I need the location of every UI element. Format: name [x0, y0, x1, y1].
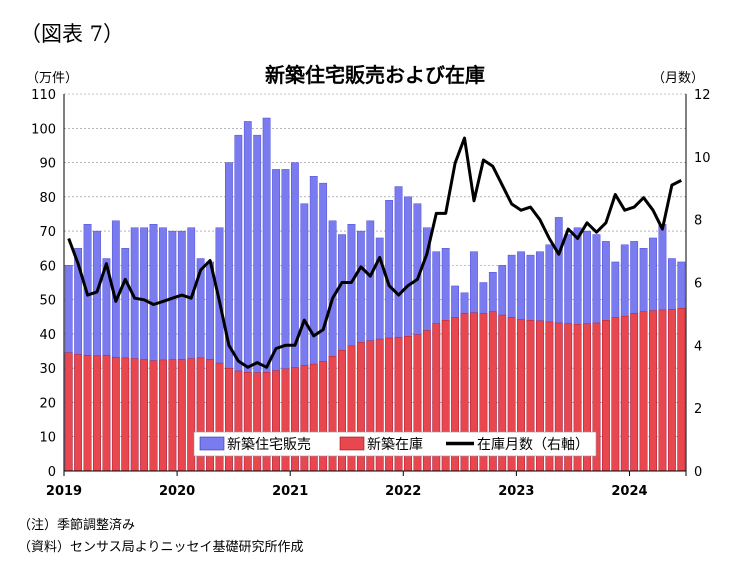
y-left-tick-label: 50	[39, 294, 56, 309]
inventory-bar	[121, 357, 130, 472]
bar-layer	[64, 117, 686, 472]
right-axis-unit: （月数）	[652, 71, 704, 86]
legend-label-months: 在庫月数（右軸）	[477, 436, 589, 453]
y-left-tick-label: 30	[39, 362, 56, 377]
note-source: （資料）センサス局よりニッセイ基礎研究所作成	[18, 540, 304, 555]
inventory-bar	[658, 309, 667, 472]
inventory-bar	[159, 359, 167, 472]
inventory-bar	[93, 355, 101, 472]
x-tick-label: 2021	[272, 484, 308, 499]
y-left-tick-label: 90	[39, 157, 56, 172]
legend: 新築住宅販売 新築在庫 在庫月数（右軸）	[193, 431, 597, 457]
x-tick-label: 2022	[385, 484, 421, 499]
inventory-bar	[677, 308, 686, 472]
inventory-bar	[649, 310, 657, 472]
note-seasonal: （注）季節調整済み	[18, 518, 136, 533]
inventory-bar	[149, 360, 158, 472]
inventory-bar	[74, 354, 83, 472]
legend-box	[193, 431, 597, 457]
chart-title: 新築住宅販売および在庫	[265, 63, 485, 87]
y-left-tick-label: 110	[31, 88, 56, 103]
y-left-tick-label: 70	[39, 225, 56, 240]
inventory-bar	[140, 359, 148, 472]
y-left-tick-label: 60	[39, 259, 56, 274]
inventory-bar	[611, 317, 620, 472]
y-right-tick-label: 6	[694, 277, 702, 292]
y-left-tick-label: 10	[39, 431, 56, 446]
x-tick-label: 2020	[159, 484, 195, 499]
y-left-tick-label: 40	[39, 328, 56, 343]
line-layer	[67, 136, 682, 369]
left-axis-unit: （万件）	[26, 71, 78, 86]
y-right-tick-label: 10	[694, 151, 711, 166]
x-tick-label: 2024	[611, 484, 647, 499]
y-left-tick-label: 80	[39, 191, 56, 206]
inventory-bar	[111, 357, 120, 472]
y-right-tick-label: 0	[694, 465, 702, 480]
y-right-tick-label: 8	[694, 214, 702, 229]
inventory-bar	[639, 311, 648, 472]
months-of-supply-line	[67, 136, 682, 369]
inventory-bar	[168, 359, 177, 472]
inventory-bar	[177, 359, 186, 472]
y-right-tick-label: 4	[694, 339, 702, 354]
legend-swatch-inventory	[339, 436, 365, 451]
inventory-bar	[630, 313, 639, 472]
legend-label-sales: 新築住宅販売	[227, 437, 311, 453]
figure-label: （図表 7）	[20, 22, 125, 46]
x-tick-label: 2023	[498, 484, 534, 499]
chart: 新築住宅販売および在庫 （万件） （月数） 010203040506070809…	[26, 63, 711, 499]
y-right-tick-label: 12	[694, 88, 711, 103]
inventory-bar	[64, 352, 73, 472]
y-left-tick-label: 20	[39, 396, 56, 411]
inventory-bar	[602, 320, 610, 472]
legend-label-inventory: 新築在庫	[367, 436, 423, 453]
inventory-bar	[620, 315, 629, 472]
axis-layer: 0 10 20 30 40 50 60 70 80 90 100 110 0 2 4 6 8 10 12 2019 20…	[31, 88, 710, 499]
y-left-tick-label: 0	[48, 465, 56, 480]
inventory-bar	[83, 354, 92, 472]
inventory-bar	[667, 309, 676, 472]
y-left-tick-label: 100	[31, 122, 56, 137]
inventory-bar	[102, 354, 111, 472]
legend-swatch-sales	[199, 436, 225, 451]
inventory-bar	[130, 358, 139, 472]
y-right-tick-label: 2	[694, 402, 702, 417]
x-tick-label: 2019	[46, 484, 82, 499]
